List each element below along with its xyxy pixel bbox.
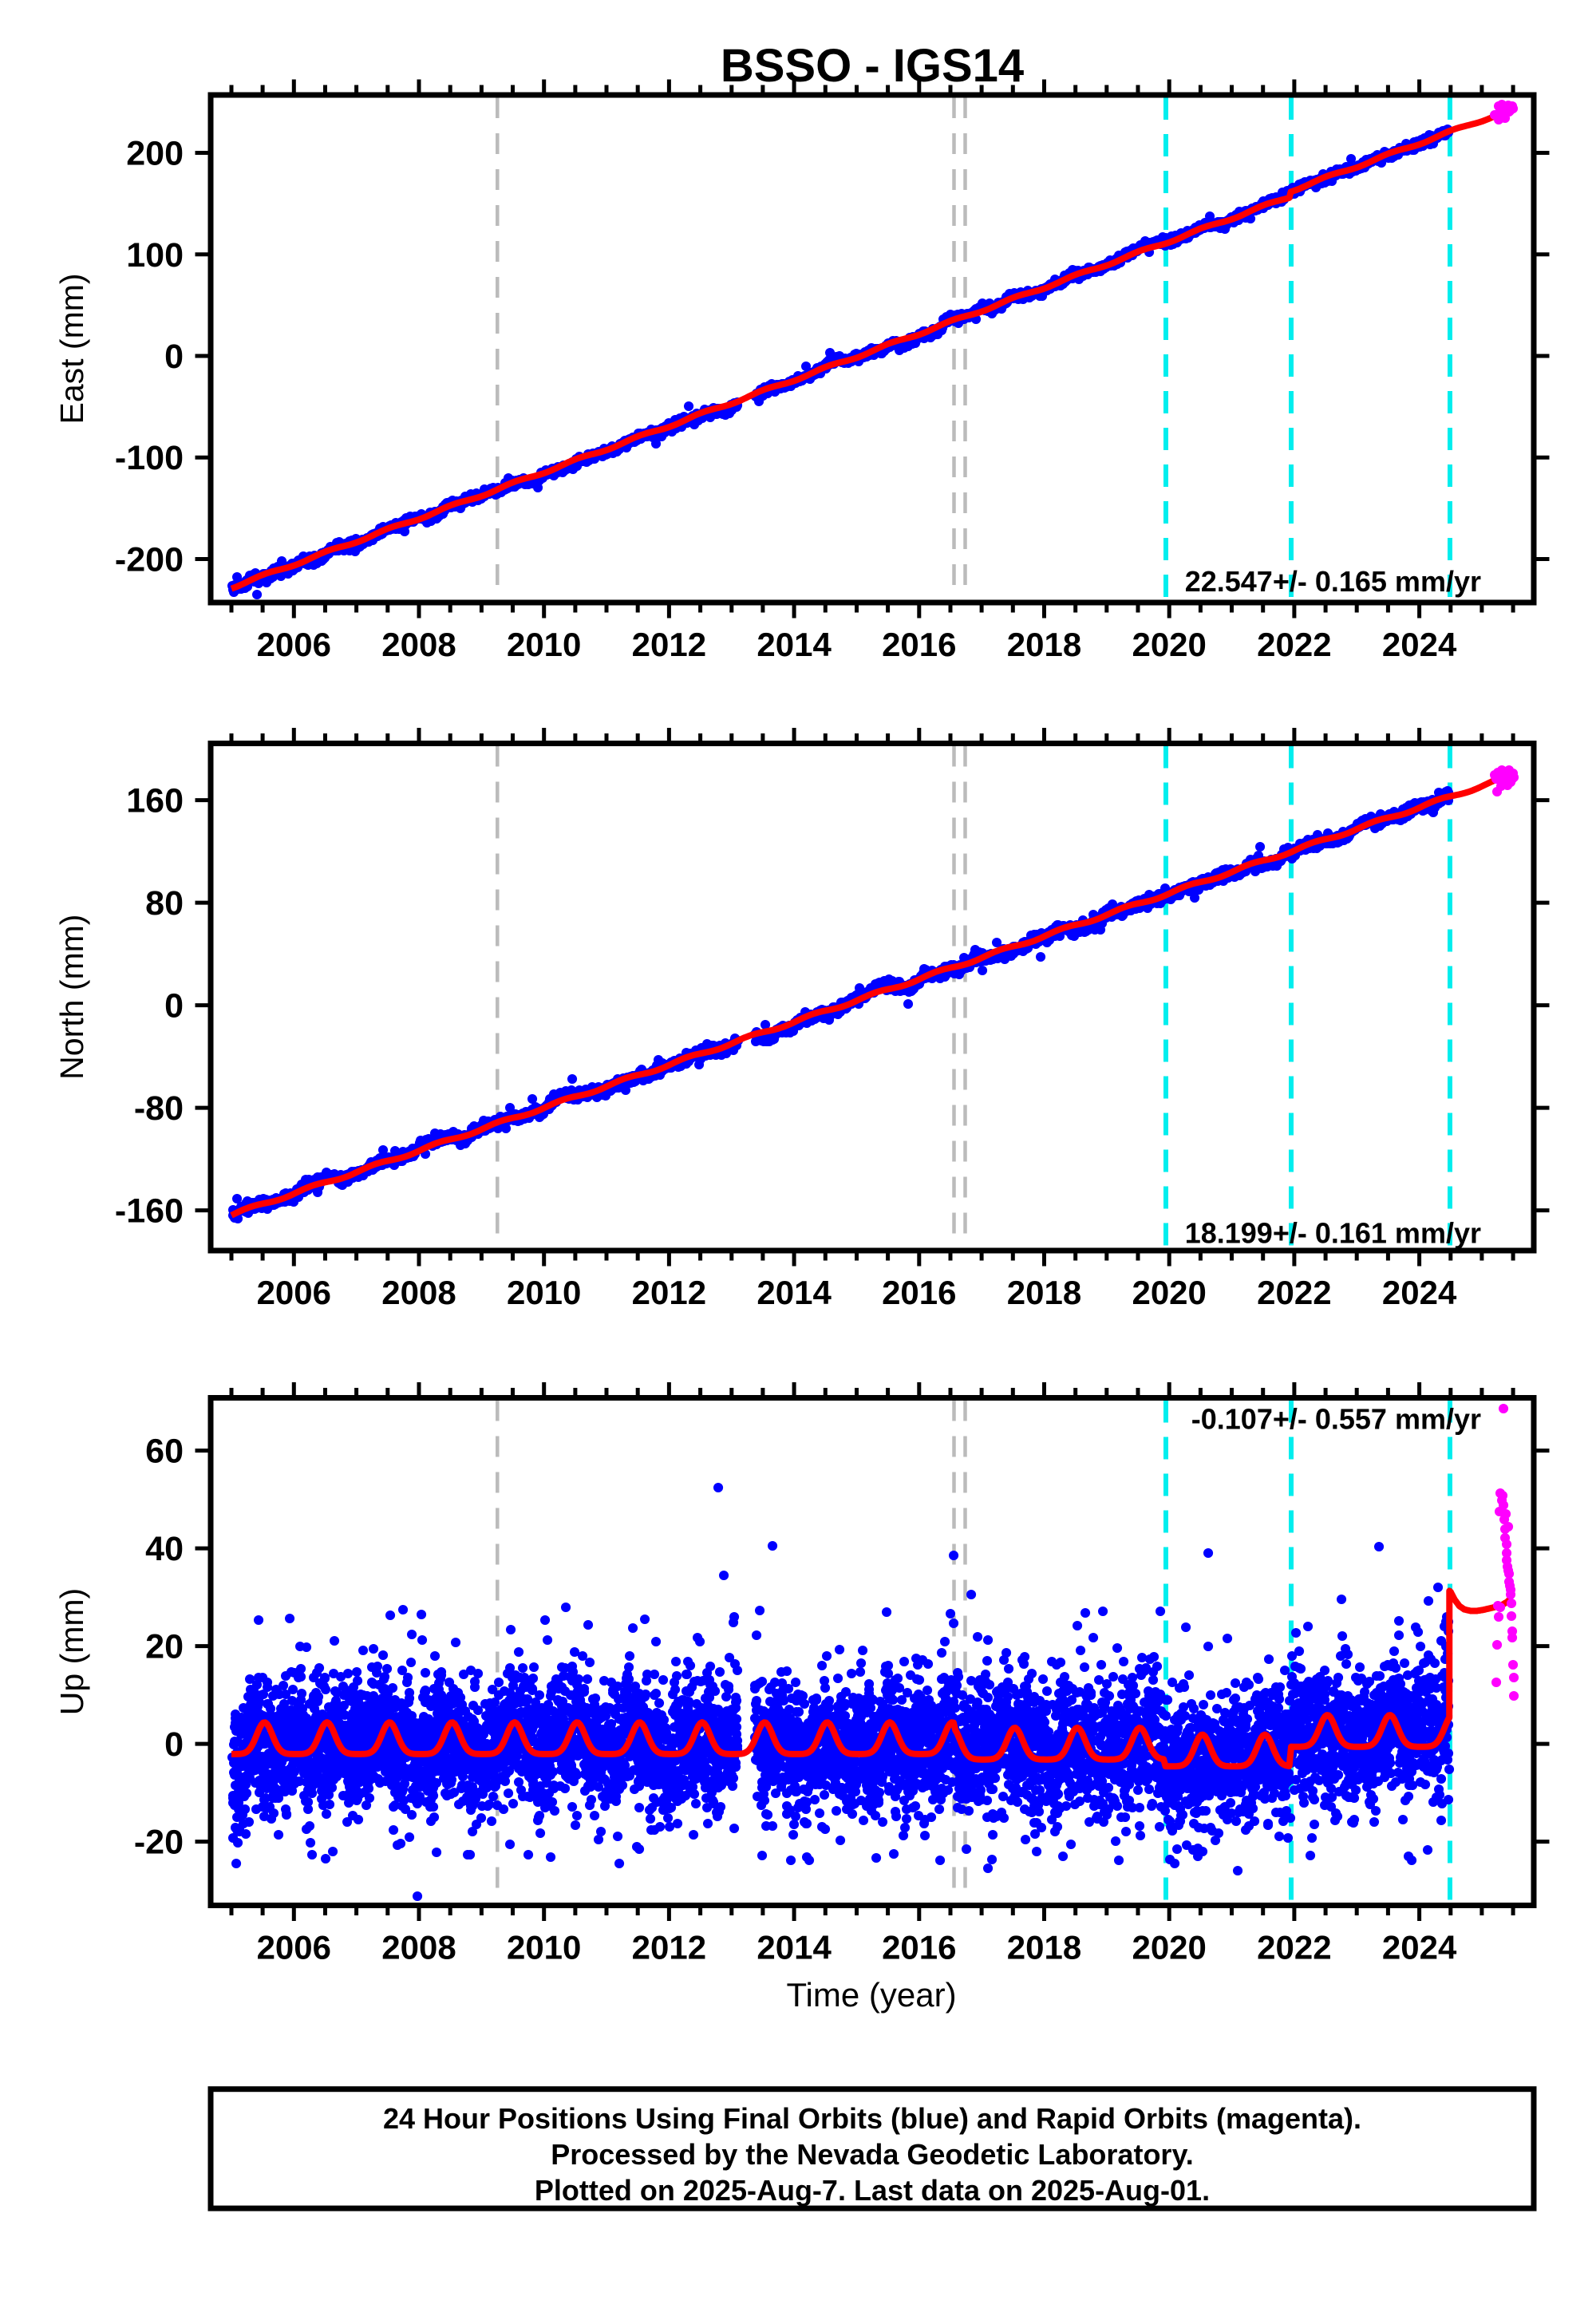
svg-text:60: 60 [145,1433,184,1471]
svg-text:East (mm): East (mm) [53,273,90,424]
svg-text:BSSO - IGS14: BSSO - IGS14 [721,40,1024,92]
svg-text:0: 0 [164,338,184,376]
svg-text:Plotted on 2025-Aug-7. Last da: Plotted on 2025-Aug-7. Last data on 2025… [535,2174,1210,2207]
svg-text:North (mm): North (mm) [53,915,90,1080]
svg-text:0: 0 [164,987,184,1026]
svg-text:2008: 2008 [381,1274,456,1311]
svg-text:-20: -20 [134,1824,184,1862]
svg-text:2018: 2018 [1007,626,1081,663]
svg-text:200: 200 [126,135,184,173]
svg-text:2022: 2022 [1257,1274,1331,1311]
svg-text:2020: 2020 [1132,1929,1206,1966]
svg-text:2016: 2016 [882,1274,956,1311]
svg-text:2006: 2006 [257,1274,331,1311]
svg-text:2014: 2014 [757,1929,832,1966]
svg-text:Up (mm): Up (mm) [53,1588,90,1715]
svg-text:-0.107+/- 0.557 mm/yr: -0.107+/- 0.557 mm/yr [1191,1403,1481,1436]
svg-text:18.199+/- 0.161 mm/yr: 18.199+/- 0.161 mm/yr [1185,1217,1481,1250]
svg-text:-100: -100 [115,439,184,477]
svg-text:2024: 2024 [1382,1929,1457,1966]
svg-text:160: 160 [126,782,184,820]
svg-text:Processed by the Nevada Geodet: Processed by the Nevada Geodetic Laborat… [551,2138,1194,2171]
svg-text:2010: 2010 [507,626,581,663]
svg-text:100: 100 [126,236,184,275]
svg-text:40: 40 [145,1530,184,1568]
svg-text:2016: 2016 [882,626,956,663]
svg-text:2008: 2008 [381,626,456,663]
svg-text:20: 20 [145,1628,184,1666]
svg-text:2016: 2016 [882,1929,956,1966]
svg-text:2014: 2014 [757,626,832,663]
svg-text:-160: -160 [115,1192,184,1231]
svg-text:2008: 2008 [381,1929,456,1966]
svg-text:2024: 2024 [1382,626,1457,663]
svg-text:Time (year): Time (year) [786,1976,956,2014]
svg-text:2022: 2022 [1257,626,1331,663]
svg-text:80: 80 [145,884,184,923]
svg-text:2022: 2022 [1257,1929,1331,1966]
svg-text:2012: 2012 [632,626,706,663]
svg-text:2014: 2014 [757,1274,832,1311]
svg-text:2010: 2010 [507,1929,581,1966]
svg-text:2012: 2012 [632,1274,706,1311]
svg-text:2020: 2020 [1132,1274,1206,1311]
svg-text:2018: 2018 [1007,1274,1081,1311]
svg-text:24 Hour Positions Using Final: 24 Hour Positions Using Final Orbits (bl… [383,2102,1361,2135]
svg-text:2006: 2006 [257,1929,331,1966]
svg-text:2006: 2006 [257,626,331,663]
svg-text:-80: -80 [134,1089,184,1128]
svg-text:2018: 2018 [1007,1929,1081,1966]
svg-text:2010: 2010 [507,1274,581,1311]
svg-text:0: 0 [164,1725,184,1764]
svg-text:22.547+/- 0.165 mm/yr: 22.547+/- 0.165 mm/yr [1185,565,1481,598]
svg-text:2012: 2012 [632,1929,706,1966]
svg-text:-200: -200 [115,541,184,579]
svg-text:2024: 2024 [1382,1274,1457,1311]
svg-text:2020: 2020 [1132,626,1206,663]
